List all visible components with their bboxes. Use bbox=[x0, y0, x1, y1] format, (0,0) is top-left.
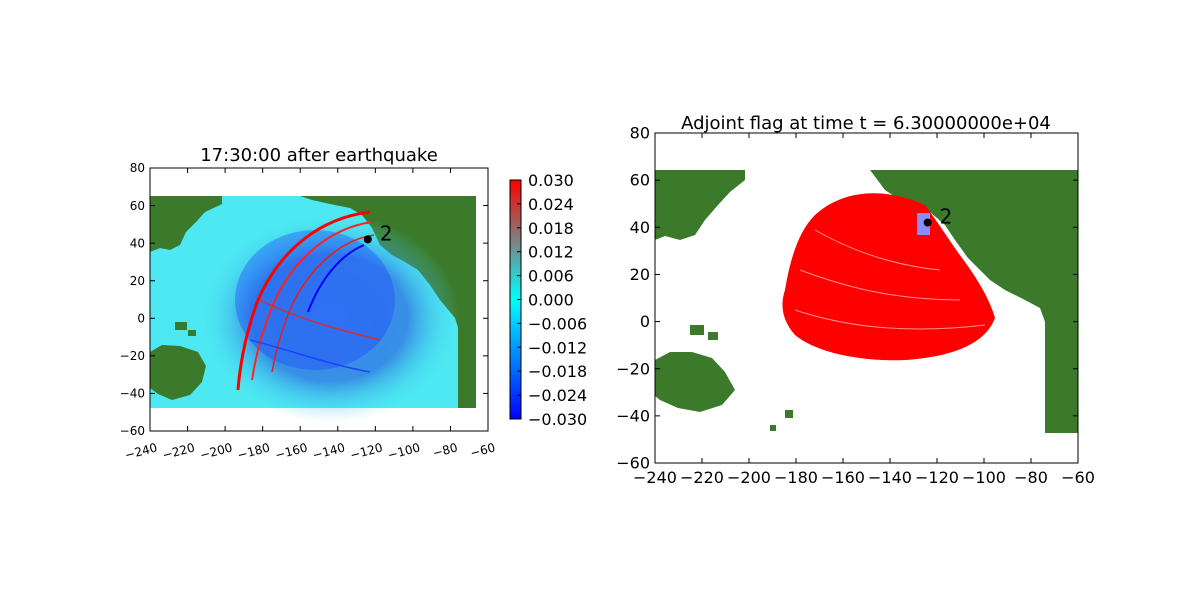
x-tick-label: −100 bbox=[962, 468, 1006, 487]
left-wave-front bbox=[249, 339, 371, 373]
x-tick-label: −80 bbox=[431, 440, 459, 460]
colorbar-tick-label: 0.006 bbox=[528, 267, 574, 286]
x-tick-label: −100 bbox=[386, 440, 421, 462]
x-tick-label: −220 bbox=[161, 440, 196, 462]
colorbar-ticks: 0.030 0.024 0.018 0.012 0.006 0.000 −0.006 −0.0… bbox=[517, 171, 587, 429]
y-tick-label: 80 bbox=[130, 161, 145, 175]
y-tick-label: 60 bbox=[630, 171, 650, 190]
x-tick-label: −220 bbox=[680, 468, 724, 487]
right-island bbox=[708, 332, 718, 340]
x-tick-label: −240 bbox=[123, 440, 158, 462]
left-land-australia bbox=[150, 345, 206, 400]
colorbar-tick-label: −0.018 bbox=[528, 362, 587, 381]
left-land-asia bbox=[150, 196, 222, 252]
left-land-south-america bbox=[458, 315, 476, 408]
x-tick-label: −200 bbox=[727, 468, 771, 487]
x-tick-label: −80 bbox=[1014, 468, 1048, 487]
y-tick-label: −60 bbox=[120, 424, 145, 438]
x-tick-label: −160 bbox=[821, 468, 865, 487]
right-land-south-america bbox=[1045, 300, 1075, 433]
x-tick-label: −180 bbox=[774, 468, 818, 487]
x-tick-label: −140 bbox=[311, 440, 346, 462]
left-gauge-marker bbox=[363, 235, 372, 244]
x-tick-label: −140 bbox=[868, 468, 912, 487]
y-tick-label: 20 bbox=[630, 265, 650, 284]
right-land-australia bbox=[655, 352, 735, 412]
y-tick-label: 40 bbox=[630, 218, 650, 237]
left-wave-front bbox=[307, 244, 365, 313]
y-tick-label: 20 bbox=[130, 274, 145, 288]
left-wave-field bbox=[200, 213, 460, 423]
x-tick-label: −200 bbox=[198, 440, 233, 462]
right-panel: Adjoint flag at time t = 6.30000000e+04 … bbox=[616, 113, 1095, 487]
right-flag-texture bbox=[794, 229, 986, 330]
left-ticks: −240 −220 −200 −180 −160 −140 −120 −100 −80 −6080… bbox=[120, 161, 497, 462]
colorbar-tick-label: 0.024 bbox=[528, 195, 574, 214]
y-tick-label: −20 bbox=[120, 349, 145, 363]
x-tick-label: −120 bbox=[349, 440, 384, 462]
colorbar-tick-label: −0.024 bbox=[528, 386, 587, 405]
colorbar-tick-label: −0.030 bbox=[528, 410, 587, 429]
y-tick-label: 40 bbox=[130, 236, 145, 250]
right-title: Adjoint flag at time t = 6.30000000e+04 bbox=[681, 113, 1051, 134]
right-map bbox=[655, 133, 1078, 463]
x-tick-label: −180 bbox=[236, 440, 271, 462]
left-wave-field bbox=[235, 230, 395, 370]
colorbar-tick-label: 0.030 bbox=[528, 171, 574, 190]
x-tick-label: −60 bbox=[1061, 468, 1095, 487]
right-island bbox=[770, 425, 776, 431]
y-tick-label: 0 bbox=[640, 312, 650, 331]
right-axes-frame bbox=[654, 132, 1079, 464]
right-island bbox=[690, 325, 704, 335]
colorbar: 0.030 0.024 0.018 0.012 0.006 0.000 −0.006 −0.0… bbox=[509, 171, 587, 429]
left-island bbox=[188, 330, 196, 336]
left-map bbox=[150, 168, 488, 431]
y-tick-label: −40 bbox=[616, 406, 650, 425]
right-island bbox=[785, 410, 793, 418]
left-title: 17:30:00 after earthquake bbox=[200, 145, 438, 166]
left-wave-front bbox=[236, 210, 371, 391]
x-tick-label: −120 bbox=[915, 468, 959, 487]
colorbar-tick-label: 0.018 bbox=[528, 219, 574, 238]
y-tick-label: 0 bbox=[137, 311, 145, 325]
right-ticks: −240 −220 −200 −180 −160 −140 −120 −100 −80 −6080… bbox=[616, 124, 1095, 487]
left-axes-frame bbox=[149, 167, 489, 432]
left-wave-front bbox=[271, 234, 375, 373]
y-tick-label: 80 bbox=[630, 124, 650, 143]
x-tick-label: −60 bbox=[469, 440, 497, 460]
right-gauge-box bbox=[917, 213, 930, 235]
colorbar-tick-label: 0.012 bbox=[528, 243, 574, 262]
left-gauge: 2 bbox=[363, 221, 393, 245]
right-land-north-america bbox=[870, 170, 1078, 433]
right-gauge: 2 bbox=[923, 205, 953, 229]
colorbar-tick-label: 0.000 bbox=[528, 291, 574, 310]
left-gauge-label: 2 bbox=[380, 221, 393, 245]
y-tick-label: −40 bbox=[120, 387, 145, 401]
colorbar-tick-label: −0.012 bbox=[528, 338, 587, 357]
x-tick-label: −160 bbox=[274, 440, 309, 462]
left-wave-front bbox=[251, 221, 373, 381]
left-panel: 17:30:00 after earthquake −240 −220 −200 −1… bbox=[120, 145, 588, 462]
right-gauge-marker bbox=[923, 218, 932, 227]
left-island bbox=[175, 322, 187, 330]
colorbar-tick-label: −0.006 bbox=[528, 314, 587, 333]
y-tick-label: −20 bbox=[616, 359, 650, 378]
right-flag-region bbox=[782, 193, 995, 361]
right-land-asia bbox=[655, 170, 745, 240]
y-tick-label: −60 bbox=[616, 454, 650, 473]
y-tick-label: 60 bbox=[130, 199, 145, 213]
right-gauge-label: 2 bbox=[940, 205, 953, 229]
left-wave-front bbox=[259, 299, 381, 341]
x-tick-label: −240 bbox=[633, 468, 677, 487]
left-land-north-america bbox=[300, 196, 476, 408]
